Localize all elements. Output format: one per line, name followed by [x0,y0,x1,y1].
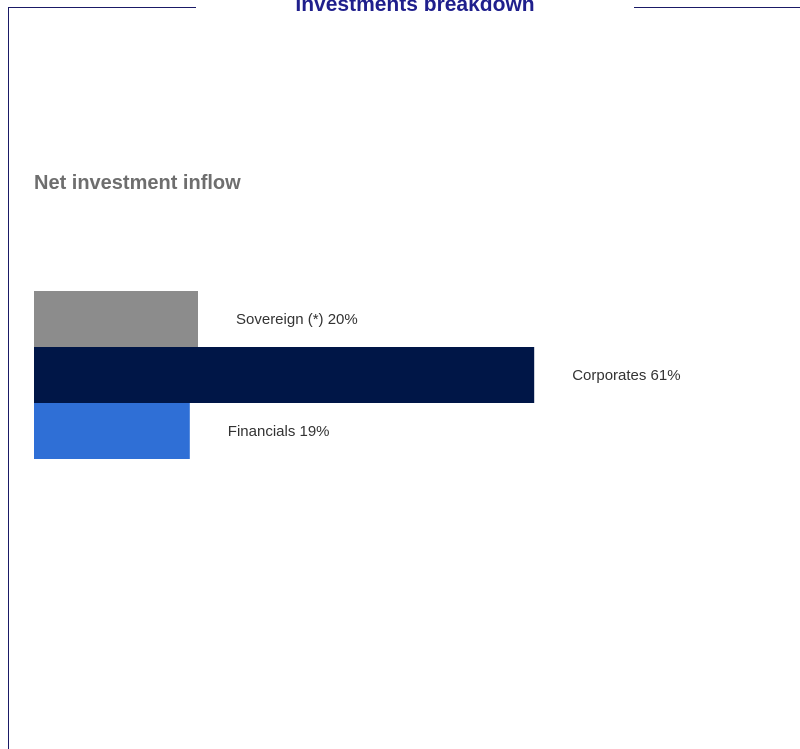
bar-label-sovereign: Sovereign (*) 20% [236,311,358,328]
bar-sovereign [34,291,198,347]
frame-left-border [8,7,9,749]
bar-label-financials: Financials 19% [228,423,330,440]
frame-top-border-left [8,7,196,8]
bar-financials [34,403,190,459]
frame-top-border-right [634,7,800,8]
bar-label-corporates: Corporates 61% [572,367,680,384]
chart-title: Investments breakdown [295,0,535,16]
chart-subtitle: Net investment inflow [34,172,241,194]
bar-corporates [34,347,535,403]
